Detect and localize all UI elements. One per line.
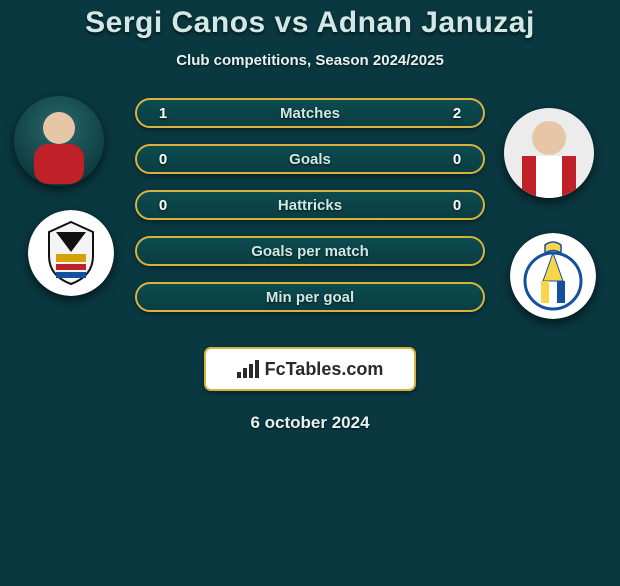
stat-left-value: 0 [153, 197, 173, 214]
club-left-badge [28, 210, 114, 296]
stat-label: Min per goal [266, 289, 354, 306]
page-title: Sergi Canos vs Adnan Januzaj [0, 6, 620, 40]
stat-rows: 1 Matches 2 0 Goals 0 0 Hattricks 0 Goal… [135, 98, 485, 328]
stat-row: Min per goal [135, 282, 485, 312]
avatar-placeholder-icon [504, 108, 594, 198]
stat-row: 0 Goals 0 [135, 144, 485, 174]
stat-right-value: 2 [447, 105, 467, 122]
player-right-avatar [504, 108, 594, 198]
stat-left-value: 1 [153, 105, 173, 122]
club-right-badge [510, 233, 596, 319]
avatar-placeholder-icon [14, 96, 104, 186]
stat-left-value: 0 [153, 151, 173, 168]
stat-row: 0 Hattricks 0 [135, 190, 485, 220]
stat-right-value: 0 [447, 197, 467, 214]
stat-row: 1 Matches 2 [135, 98, 485, 128]
brand-pill: FcTables.com [204, 347, 416, 391]
stat-row: Goals per match [135, 236, 485, 266]
stat-label: Matches [280, 105, 340, 122]
stat-right-value: 0 [447, 151, 467, 168]
stats-area: 1 Matches 2 0 Goals 0 0 Hattricks 0 Goal… [0, 93, 620, 343]
player-left-avatar [14, 96, 104, 186]
club-badge-icon [28, 210, 114, 296]
brand-text: FcTables.com [265, 359, 384, 380]
subtitle: Club competitions, Season 2024/2025 [0, 52, 620, 69]
stat-label: Hattricks [278, 197, 342, 214]
stat-label: Goals [289, 151, 331, 168]
chart-bars-icon [237, 360, 259, 378]
stat-label: Goals per match [251, 243, 369, 260]
club-badge-icon [510, 233, 596, 319]
date-line: 6 october 2024 [0, 413, 620, 433]
